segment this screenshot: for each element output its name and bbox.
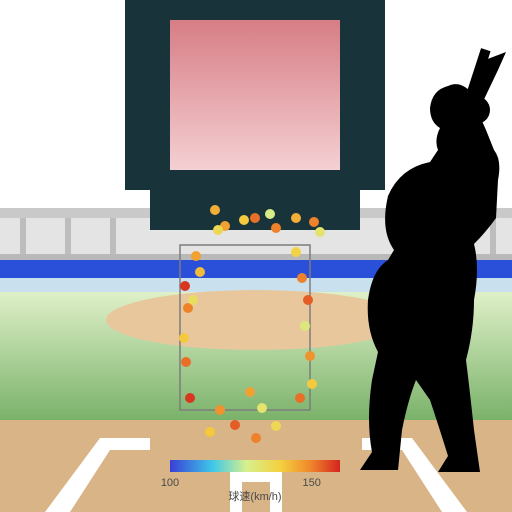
scoreboard-screen: [170, 20, 340, 170]
legend-tick: 100: [161, 477, 179, 489]
pitch-point: [185, 393, 195, 403]
pitch-point: [179, 333, 189, 343]
legend-bar: [170, 460, 340, 472]
pitch-point: [271, 223, 281, 233]
pitch-point: [271, 421, 281, 431]
legend-tick: 150: [302, 477, 320, 489]
scoreboard-base: [150, 190, 360, 230]
pitch-point: [230, 420, 240, 430]
pitch-point: [215, 405, 225, 415]
pitch-point: [257, 403, 267, 413]
legend-label: 球速(km/h): [228, 489, 281, 503]
pitchers-mound: [106, 290, 406, 350]
pitch-point: [239, 215, 249, 225]
pitch-point: [195, 267, 205, 277]
pitch-point: [250, 213, 260, 223]
pitch-point: [205, 427, 215, 437]
pitch-point: [307, 379, 317, 389]
stand-pillar: [110, 218, 116, 254]
pitch-point: [213, 225, 223, 235]
pitch-point: [291, 213, 301, 223]
pitch-point: [245, 387, 255, 397]
pitch-point: [188, 295, 198, 305]
pitch-point: [295, 393, 305, 403]
pitch-point: [291, 247, 301, 257]
pitch-point: [251, 433, 261, 443]
pitch-point: [309, 217, 319, 227]
pitch-point: [305, 351, 315, 361]
pitch-point: [315, 227, 325, 237]
pitch-point: [180, 281, 190, 291]
stand-pillar: [65, 218, 71, 254]
stand-pillar: [20, 218, 26, 254]
pitch-point: [297, 273, 307, 283]
pitch-point: [300, 321, 310, 331]
pitch-point: [210, 205, 220, 215]
pitch-point: [181, 357, 191, 367]
pitch-point: [191, 251, 201, 261]
pitch-point: [303, 295, 313, 305]
pitch-point: [265, 209, 275, 219]
